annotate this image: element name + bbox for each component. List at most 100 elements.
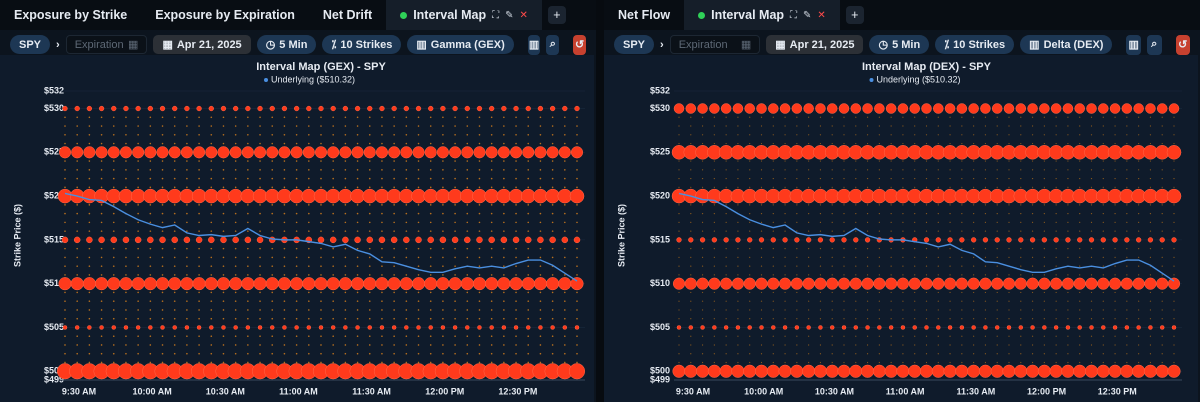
tab[interactable]: Net Drift [322, 8, 373, 22]
bubble [574, 105, 580, 112]
bubble [557, 188, 573, 204]
symbol[interactable]: SPY [614, 35, 655, 54]
minor-bubble [996, 160, 998, 162]
expiration-input[interactable]: Expiration ▦ [669, 35, 761, 54]
tab[interactable]: Exposure by Strike [14, 8, 128, 22]
minor-bubble [198, 204, 200, 206]
minor-bubble [1008, 160, 1010, 162]
minor-bubble [490, 352, 493, 355]
bubble [118, 188, 134, 204]
minor-bubble [247, 309, 249, 311]
minor-bubble [843, 134, 845, 136]
close-icon[interactable]: ✕ [519, 9, 528, 21]
symbol[interactable]: SPY [10, 35, 51, 54]
bubble [119, 277, 133, 291]
minor-bubble [100, 133, 103, 136]
tab[interactable]: Net Flow [618, 8, 671, 22]
add-tab[interactable]: + [845, 6, 864, 24]
bubble [87, 325, 92, 330]
minor-bubble [356, 274, 359, 276]
minor-bubble [678, 265, 680, 267]
date[interactable]: ▦ Apr 21, 2025 [153, 35, 251, 54]
search-button[interactable]: ⌕ [546, 34, 560, 55]
minor-bubble [283, 247, 286, 250]
tab-active[interactable]: Interval Map ⛶ ✎ ✕ [386, 0, 542, 30]
minor-bubble [295, 274, 298, 276]
minor-bubble [690, 177, 692, 180]
add-tab[interactable]: + [547, 6, 566, 24]
minor-bubble [949, 248, 951, 250]
minor-bubble [949, 186, 951, 188]
minor-bubble [1079, 361, 1081, 364]
minor-bubble [393, 256, 395, 259]
edit-icon[interactable]: ✎ [505, 9, 514, 21]
minor-bubble [984, 335, 987, 337]
metric[interactable]: ▥ Gamma (GEX) [407, 35, 514, 54]
minor-bubble [725, 116, 727, 118]
close-icon[interactable]: ✕ [817, 9, 826, 21]
reset-button[interactable]: ↺ [573, 34, 586, 55]
bubble [98, 236, 105, 244]
minor-bubble [149, 274, 152, 276]
minor-bubble [564, 317, 566, 320]
minor-bubble [749, 160, 751, 162]
minor-bubble [808, 361, 810, 364]
minor-bubble [855, 177, 857, 180]
minor-bubble [161, 204, 164, 206]
expand-icon[interactable]: ⛶ [790, 9, 798, 21]
minor-bubble [234, 352, 237, 355]
minor-bubble [125, 361, 127, 364]
minor-bubble [100, 116, 103, 119]
interval[interactable]: ◷ 5 Min [256, 35, 317, 54]
minor-bubble [890, 361, 892, 364]
minor-bubble [760, 248, 763, 250]
minor-bubble [984, 186, 987, 188]
minor-bubble [902, 221, 904, 223]
expand-icon[interactable]: ⛶ [492, 9, 500, 21]
minor-bubble [186, 133, 188, 136]
minor-bubble [796, 256, 798, 258]
chart-button[interactable]: ▥ [527, 34, 541, 55]
minor-bubble [332, 221, 334, 224]
minor-bubble [417, 291, 420, 294]
bubble [464, 236, 471, 244]
minor-bubble [222, 133, 225, 136]
minor-bubble [393, 221, 395, 224]
search-button[interactable]: ⌕ [1146, 34, 1162, 55]
minor-bubble [701, 213, 704, 215]
minor-bubble [295, 133, 298, 136]
minor-bubble [1114, 169, 1116, 171]
expiration-input[interactable]: Expiration ▦ [65, 35, 148, 54]
minor-bubble [772, 335, 774, 337]
minor-bubble [527, 169, 530, 171]
minor-bubble [1031, 204, 1034, 206]
strikes[interactable]: ⁒ 10 Strikes [322, 35, 402, 54]
minor-bubble [984, 265, 987, 267]
metric[interactable]: ▥ Delta (DEX) [1020, 35, 1113, 54]
minor-bubble [576, 265, 578, 267]
chart-button[interactable]: ▥ [1126, 34, 1141, 55]
minor-bubble [701, 230, 704, 232]
minor-bubble [283, 204, 286, 206]
reset-button[interactable]: ↺ [1175, 34, 1191, 55]
bubble [240, 188, 256, 204]
bubble [1073, 277, 1086, 290]
minor-bubble [1043, 213, 1045, 215]
bubble [723, 237, 729, 243]
strikes[interactable]: ⁒ 10 Strikes [935, 35, 1015, 54]
minor-bubble [1102, 177, 1104, 180]
minor-bubble [466, 142, 469, 145]
edit-icon[interactable]: ✎ [803, 9, 812, 21]
minor-bubble [527, 352, 530, 355]
minor-bubble [64, 317, 66, 320]
tab[interactable]: Exposure by Expiration [155, 8, 295, 22]
bubble [979, 277, 992, 290]
tab-active[interactable]: Interval Map ⛶ ✎ ✕ [684, 0, 840, 30]
date[interactable]: ▦ Apr 21, 2025 [766, 35, 864, 54]
interval[interactable]: ◷ 5 Min [869, 35, 930, 54]
minor-bubble [344, 344, 347, 346]
minor-bubble [308, 256, 310, 259]
minor-bubble [405, 204, 408, 206]
minor-bubble [442, 300, 444, 302]
minor-bubble [417, 344, 420, 346]
